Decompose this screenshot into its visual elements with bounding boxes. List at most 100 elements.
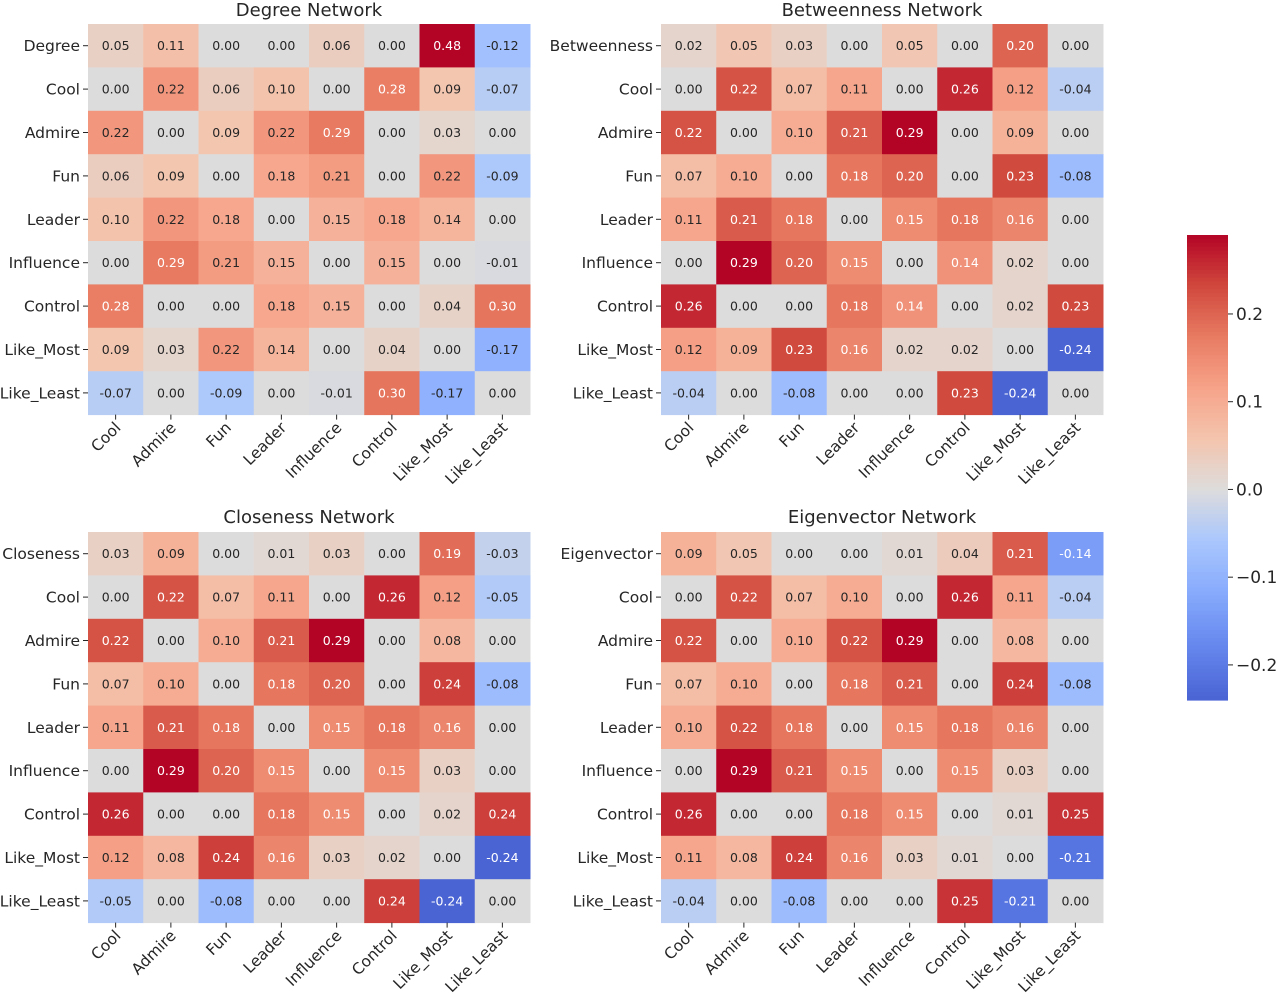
heatmap-cell [937,879,993,924]
heatmap-cell [826,792,883,837]
heatmap-cell [992,575,1049,620]
heatmap-cell [937,284,993,329]
cell-value-label: 0.00 [675,82,703,97]
y-tick-label: Leader [27,719,81,737]
heatmap-cell [474,705,531,750]
heatmap-cell [364,67,420,112]
cell-value-label: -0.08 [783,893,815,908]
colorbar-segment [1187,390,1228,395]
x-tick-label: Control [348,419,400,471]
cell-value-label: 0.10 [102,212,130,227]
heatmap-cell [661,284,717,329]
cell-value-label: 0.28 [102,299,130,314]
heatmap-cell [992,749,1049,793]
heatmap-cell [364,154,420,199]
cell-value-label: 0.00 [730,633,758,648]
heatmap-cell [309,575,365,620]
heatmap-cell [716,835,772,880]
colorbar-segment [1187,599,1228,604]
heatmap-cell [992,879,1049,924]
cell-value-label: -0.07 [486,82,518,97]
colorbar-segment [1187,436,1228,441]
heatmap-cell [771,835,828,880]
cell-value-label: 0.00 [378,546,406,561]
cell-value-label: 0.18 [951,212,979,227]
cell-value-label: 0.00 [488,212,516,227]
heatmap-cell [771,67,828,112]
heatmap-cell [992,792,1049,837]
cell-value-label: 0.23 [1061,299,1089,314]
heatmap-cell [661,835,717,880]
heatmap-cell [364,792,420,837]
heatmap-cell [419,371,476,416]
heatmap-cell [882,835,938,880]
cell-value-label: 0.00 [267,893,295,908]
y-tick-label: Influence [582,762,653,780]
cell-value-label: 0.15 [840,255,868,270]
y-tick-label: Admire [598,632,653,650]
colorbar-segment [1187,641,1228,647]
heatmap-cell [143,24,199,68]
x-tick-label: Cool [661,927,698,964]
cell-value-label: 0.22 [267,125,295,140]
cell-value-label: 0.03 [433,125,461,140]
y-tick-label: Fun [52,675,80,693]
heatmap-title: Degree Network [236,0,383,21]
heatmap-cell [1047,879,1104,924]
cell-value-label: -0.12 [486,38,518,53]
heatmap-cell [474,749,531,793]
cell-value-label: 0.26 [378,590,406,605]
cell-value-label: 0.24 [488,807,516,822]
heatmap-cell [826,662,883,707]
cell-value-label: 0.07 [212,590,240,605]
cell-value-label: -0.14 [1059,546,1091,561]
cell-value-label: 0.15 [896,807,924,822]
cell-value-label: 0.22 [433,168,461,183]
y-tick-label: Like_Most [577,341,653,360]
heatmap-cell [419,154,476,199]
cell-value-label: 0.18 [267,807,295,822]
colorbar-segment [1187,696,1228,701]
colorbar-segment [1187,595,1228,600]
cell-value-label: 0.22 [730,720,758,735]
colorbar-segment [1187,386,1228,391]
cell-value-label: 0.14 [433,212,461,227]
cell-value-label: 0.07 [102,676,130,691]
y-tick-label: Influence [9,254,80,272]
cell-value-label: 0.00 [212,38,240,53]
cell-value-label: 0.16 [1006,720,1034,735]
heatmap-cell [419,532,476,576]
heatmap-cell [309,749,365,793]
y-tick-label: Cool [619,81,653,99]
x-tick-label: Leader [240,418,291,469]
cell-value-label: 0.00 [102,82,130,97]
heatmap-cell [826,575,883,620]
heatmap-cell [716,110,772,155]
heatmap-cell [474,618,531,663]
heatmap-cell [364,327,420,372]
cell-value-label: -0.08 [210,893,242,908]
cell-value-label: 0.04 [433,299,461,314]
colorbar-segment [1187,401,1228,407]
cell-value-label: 0.15 [267,255,295,270]
x-tick-label: Influence [282,927,345,990]
heatmap-cell [198,371,255,416]
colorbar-segment [1187,463,1228,469]
colorbar-segment [1187,525,1228,531]
heatmap-cell [882,241,938,285]
heatmap-cell [716,575,772,620]
heatmap-cell [826,618,883,663]
colorbar-segment [1187,250,1228,255]
colorbar-segment [1187,324,1228,329]
cell-value-label: -0.09 [486,168,518,183]
heatmap-cell [309,110,365,155]
cell-value-label: 0.11 [840,82,868,97]
colorbar-tick-label: 0.1 [1236,393,1263,413]
cell-value-label: -0.24 [431,893,463,908]
heatmap-cell [143,835,199,880]
heatmap-cell [474,371,531,416]
x-tick-label: Fun [203,927,235,959]
colorbar-segment [1187,316,1228,321]
colorbar-segment [1187,490,1228,496]
heatmap-cell [419,67,476,112]
